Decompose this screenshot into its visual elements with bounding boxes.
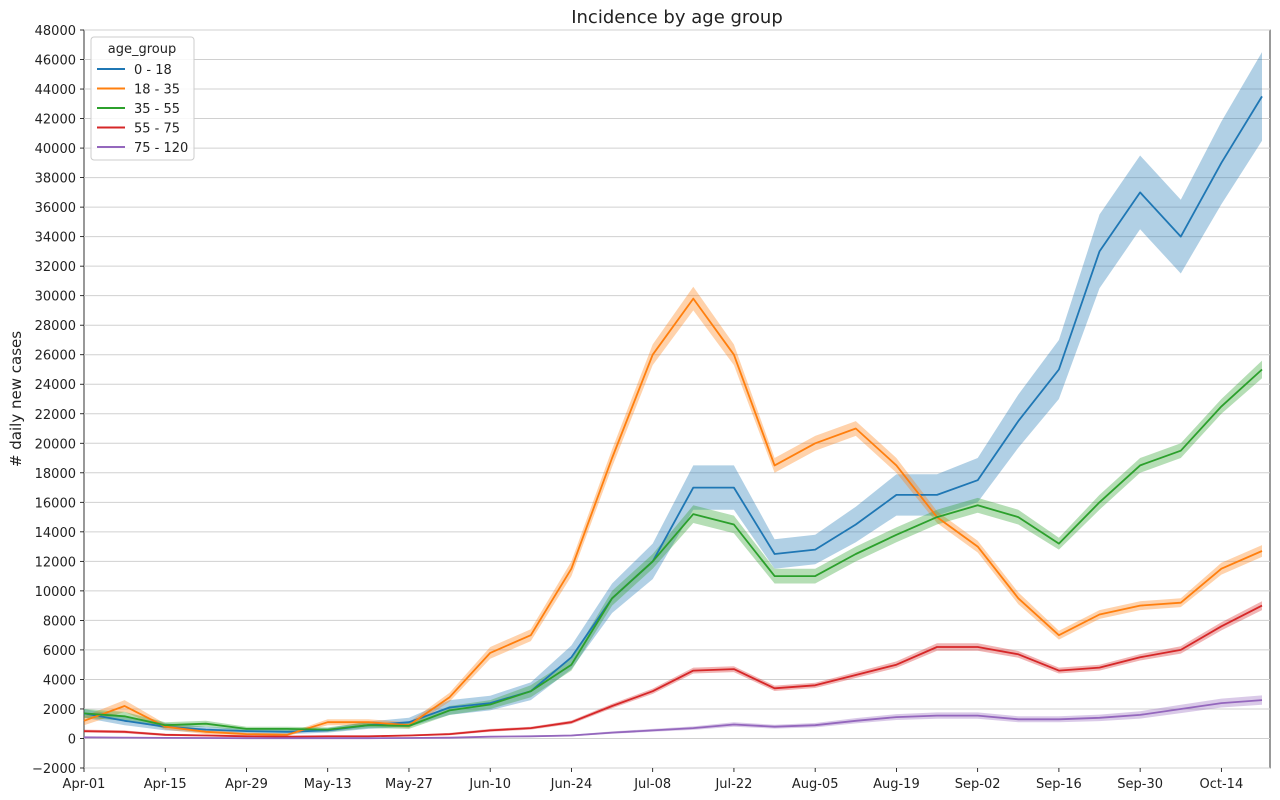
y-tick-label: 12000 bbox=[35, 555, 76, 570]
confidence-band bbox=[84, 52, 1262, 735]
y-tick-label: 18000 bbox=[35, 467, 76, 482]
series-line bbox=[83, 95, 1263, 733]
y-tick-label: 22000 bbox=[35, 408, 76, 423]
series-line bbox=[83, 297, 1263, 736]
x-tick-label: Jun-10 bbox=[468, 777, 511, 792]
series-line bbox=[83, 604, 1263, 738]
y-tick-label: 48000 bbox=[35, 24, 76, 39]
y-tick-label: 28000 bbox=[35, 319, 76, 334]
legend-label: 18 - 35 bbox=[134, 83, 180, 98]
y-tick-label: 32000 bbox=[35, 260, 76, 275]
line-layer bbox=[83, 95, 1263, 740]
legend-items: 0 - 18 18 - 35 35 - 55 55 - 75 75 - 120 bbox=[97, 63, 188, 156]
y-tick-label: 4000 bbox=[43, 673, 76, 688]
x-tick-label: Sep-30 bbox=[1117, 777, 1163, 792]
x-tick-label: Apr-15 bbox=[144, 777, 187, 792]
y-tick-label: 14000 bbox=[35, 526, 76, 541]
legend-box bbox=[90, 36, 195, 161]
y-tick-label: −2000 bbox=[32, 762, 76, 777]
y-tick-label: 10000 bbox=[35, 585, 76, 600]
y-tick-label: 20000 bbox=[35, 437, 76, 452]
legend-label: 0 - 18 bbox=[134, 63, 172, 78]
y-tick-label: 30000 bbox=[35, 290, 76, 305]
grid-layer bbox=[84, 29, 1270, 769]
y-tick-label: 46000 bbox=[35, 54, 76, 69]
x-tick-label: Apr-01 bbox=[63, 777, 106, 792]
x-tick-label: Jul-22 bbox=[714, 777, 752, 792]
chart-title: Incidence by age group bbox=[571, 7, 783, 28]
legend-label: 75 - 120 bbox=[134, 141, 188, 156]
legend-title: age_group bbox=[108, 42, 176, 57]
y-tick-label: 36000 bbox=[35, 201, 76, 216]
x-tick-label: Oct-14 bbox=[1200, 777, 1244, 792]
x-tick-label: Sep-02 bbox=[955, 777, 1001, 792]
y-tick-label: 24000 bbox=[35, 378, 76, 393]
y-tick-label: 8000 bbox=[43, 614, 76, 629]
y-tick-label: 16000 bbox=[35, 496, 76, 511]
y-tick-label: 0 bbox=[68, 732, 76, 747]
y-tick-label: 2000 bbox=[43, 703, 76, 718]
x-tick-label: Jul-08 bbox=[633, 777, 671, 792]
legend: age_group 0 - 18 18 - 35 35 - 55 55 - 75 75 … bbox=[90, 36, 195, 161]
y-axis-label: # daily new cases bbox=[7, 331, 25, 467]
y-tick-label: 40000 bbox=[35, 142, 76, 157]
legend-label: 55 - 75 bbox=[134, 122, 180, 137]
y-tick-label: 6000 bbox=[43, 644, 76, 659]
x-tick-label: Aug-19 bbox=[873, 777, 920, 792]
y-tick-label: 42000 bbox=[35, 113, 76, 128]
x-tick-label: May-27 bbox=[385, 777, 433, 792]
plot-area bbox=[83, 29, 1271, 769]
x-tick-label: May-13 bbox=[304, 777, 352, 792]
y-tick-label: 38000 bbox=[35, 172, 76, 187]
legend-label: 35 - 55 bbox=[134, 102, 180, 117]
y-tick-label: 26000 bbox=[35, 349, 76, 364]
series-line bbox=[83, 699, 1263, 740]
x-axis: Apr-01 Apr-15 Apr-29 May-13 May-27 Jun-10 Jun-… bbox=[63, 768, 1244, 792]
x-tick-label: Sep-16 bbox=[1036, 777, 1082, 792]
x-tick-label: Jun-24 bbox=[550, 777, 593, 792]
y-axis: −2000 0 2000 4000 6000 8000 10000 12000 14000 160… bbox=[32, 24, 84, 777]
y-tick-label: 44000 bbox=[35, 83, 76, 98]
series-line bbox=[83, 368, 1263, 731]
x-tick-label: Aug-05 bbox=[792, 777, 839, 792]
x-tick-label: Apr-29 bbox=[225, 777, 268, 792]
y-tick-label: 34000 bbox=[35, 231, 76, 246]
